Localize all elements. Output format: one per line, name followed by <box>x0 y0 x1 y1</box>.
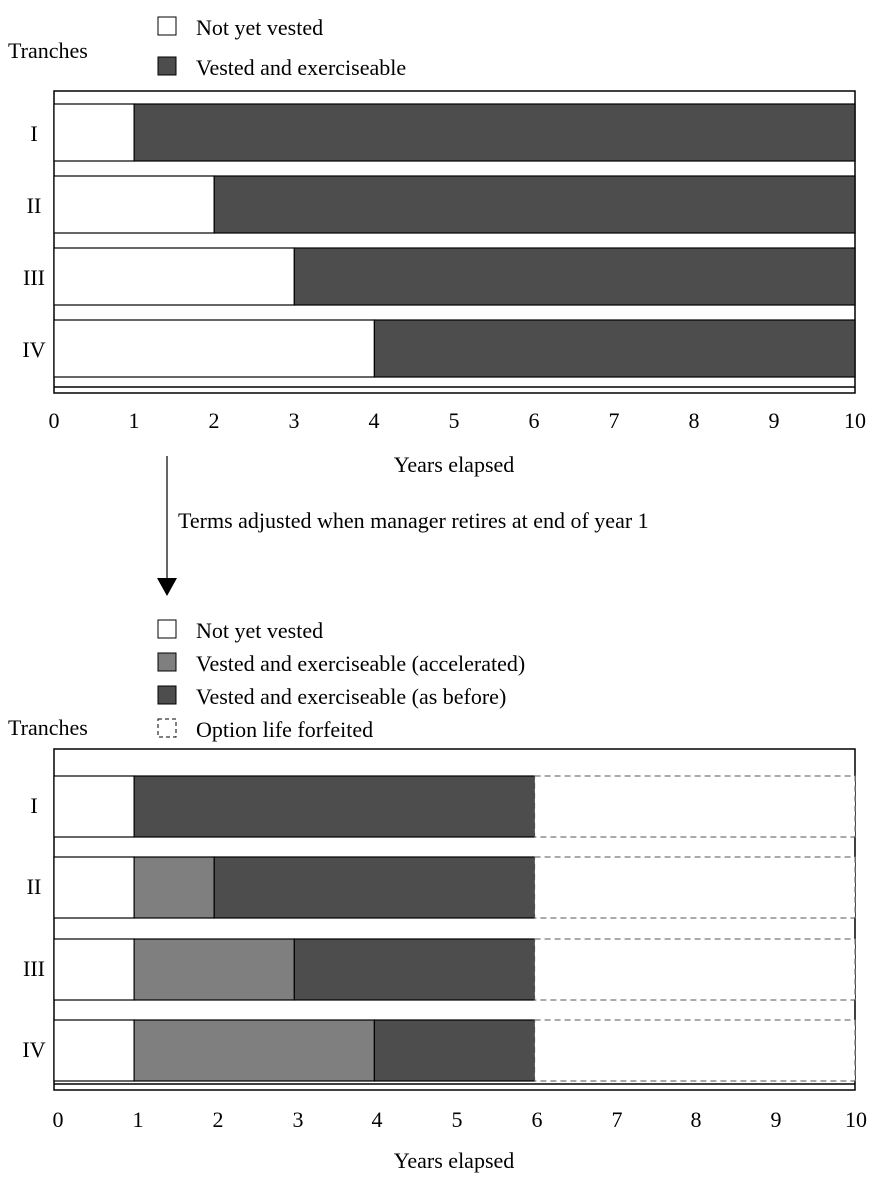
bar-segment-vested-and-exerciseable-as-before-iv <box>373 1019 536 1082</box>
bar-segment-not-yet-vested-iv <box>53 1019 135 1082</box>
x-tick-label: 6 <box>532 1107 543 1132</box>
bar-segment-not-yet-vested-i <box>53 775 135 838</box>
x-tick-label: 10 <box>845 1107 867 1132</box>
bar-segment-vested-and-exerciseable-i <box>133 103 856 162</box>
bar-segment-not-yet-vested-ii <box>53 856 135 919</box>
legend: Not yet vested Vested and exerciseable (… <box>157 618 525 742</box>
chart-original-terms: Tranches Not yet vested Vested and exerc… <box>8 15 866 477</box>
tranche-label: I <box>30 121 37 146</box>
legend-label: Vested and exerciseable (accelerated) <box>196 651 525 676</box>
x-tick-label: 5 <box>449 408 460 433</box>
bar-segment-not-yet-vested-iv <box>53 319 375 378</box>
legend-label: Not yet vested <box>196 618 323 643</box>
x-tick-label: 7 <box>609 408 620 433</box>
x-tick-label: 6 <box>529 408 540 433</box>
tranche-label: III <box>23 956 45 981</box>
bar-segment-option-life-forfeited-iii <box>534 938 856 1001</box>
x-tick-label: 3 <box>289 408 300 433</box>
bar-segment-vested-and-exerciseable-iv <box>373 319 856 378</box>
bar-segment-option-life-forfeited-i <box>534 775 856 838</box>
x-tick-label: 9 <box>771 1107 782 1132</box>
legend-swatch-not-vested <box>157 619 177 639</box>
x-tick-label: 8 <box>689 408 700 433</box>
tranche-label: II <box>27 874 42 899</box>
y-axis-title: Tranches <box>8 715 88 740</box>
bar-segment-option-life-forfeited-iv <box>534 1019 856 1082</box>
x-tick-label: 10 <box>844 408 866 433</box>
tranche-label: III <box>23 265 45 290</box>
tranche-label: I <box>30 793 37 818</box>
x-tick-label: 7 <box>612 1107 623 1132</box>
legend-item: Not yet vested <box>157 618 323 643</box>
legend-label: Vested and exerciseable <box>196 55 406 80</box>
x-tick-label: 0 <box>49 408 60 433</box>
legend-item: Vested and exerciseable (accelerated) <box>157 651 525 676</box>
legend: Not yet vested Vested and exerciseable <box>157 15 406 80</box>
y-axis-title: Tranches <box>8 38 88 63</box>
plot-frame <box>53 748 856 1091</box>
arrow-down-icon <box>157 578 177 596</box>
bars <box>53 103 856 378</box>
x-tick-label: 1 <box>133 1107 144 1132</box>
x-tick-label: 2 <box>213 1107 224 1132</box>
x-tick-label: 4 <box>369 408 380 433</box>
x-tick-label: 5 <box>452 1107 463 1132</box>
bars <box>53 775 856 1082</box>
bar-segment-vested-and-exerciseable-accelerated-ii <box>133 856 215 919</box>
transition-annotation: Terms adjusted when manager retires at e… <box>157 456 649 596</box>
tranche-label: II <box>27 193 42 218</box>
legend-label: Not yet vested <box>196 15 323 40</box>
bar-segment-option-life-forfeited-ii <box>534 856 856 919</box>
x-axis-title: Years elapsed <box>394 452 515 477</box>
bar-segment-vested-and-exerciseable-as-before-iii <box>293 938 536 1001</box>
legend-swatch-accelerated <box>157 652 177 672</box>
annotation-text: Terms adjusted when manager retires at e… <box>178 508 649 533</box>
legend-item: Not yet vested <box>157 15 323 40</box>
bar-segment-not-yet-vested-iii <box>53 247 295 306</box>
tranche-label: IV <box>22 337 45 362</box>
legend-item: Vested and exerciseable <box>157 55 406 80</box>
x-tick-label: 4 <box>372 1107 383 1132</box>
legend-label: Vested and exerciseable (as before) <box>196 684 506 709</box>
bar-segment-vested-and-exerciseable-iii <box>293 247 856 306</box>
bar-segment-not-yet-vested-i <box>53 103 135 162</box>
legend-label: Option life forfeited <box>196 717 373 742</box>
legend-swatch-vested <box>157 56 177 76</box>
plot-frame <box>53 90 856 394</box>
x-tick-label: 9 <box>769 408 780 433</box>
x-tick-label: 3 <box>293 1107 304 1132</box>
legend-item: Option life forfeited <box>157 717 373 742</box>
legend-swatch-as-before <box>157 685 177 705</box>
bar-segment-vested-and-exerciseable-accelerated-iv <box>133 1019 376 1082</box>
legend-swatch-forfeited <box>157 718 177 738</box>
x-tick-label: 2 <box>209 408 220 433</box>
bar-segment-vested-and-exerciseable-as-before-ii <box>213 856 536 919</box>
x-axis-title: Years elapsed <box>394 1148 515 1173</box>
x-tick-labels: 0 1 2 3 4 5 6 7 8 9 10 <box>49 408 867 433</box>
tranche-label: IV <box>22 1037 45 1062</box>
chart-adjusted-terms: Tranches Not yet vested Vested and exerc… <box>8 618 867 1173</box>
bar-segment-not-yet-vested-iii <box>53 938 135 1001</box>
x-tick-label: 0 <box>53 1107 64 1132</box>
bar-segment-vested-and-exerciseable-accelerated-iii <box>133 938 295 1001</box>
x-tick-label: 8 <box>691 1107 702 1132</box>
bar-segment-vested-and-exerciseable-as-before-i <box>133 775 536 838</box>
x-tick-labels: 0 1 2 3 4 5 6 7 8 9 10 <box>53 1107 868 1132</box>
bar-segment-not-yet-vested-ii <box>53 175 215 234</box>
legend-item: Vested and exerciseable (as before) <box>157 684 506 709</box>
x-tick-label: 1 <box>129 408 140 433</box>
bar-segment-vested-and-exerciseable-ii <box>213 175 856 234</box>
legend-swatch-not-vested <box>157 16 177 36</box>
